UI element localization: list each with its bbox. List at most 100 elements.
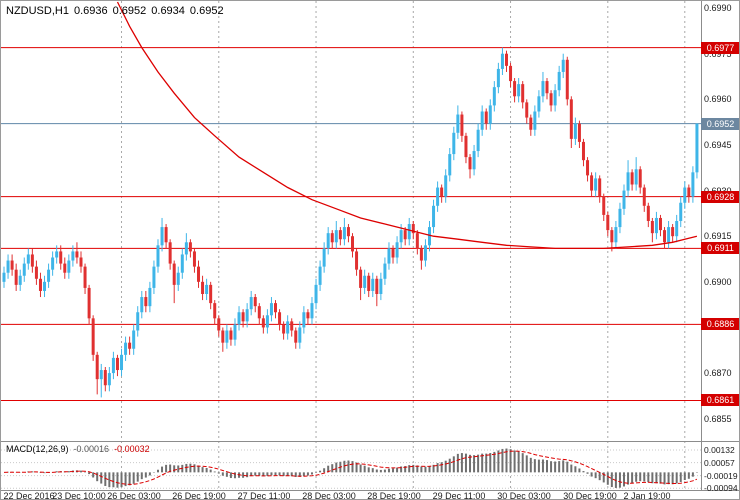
candle-up <box>237 312 241 325</box>
candle-up <box>423 245 427 261</box>
candle-up <box>695 123 699 173</box>
candle-up <box>140 297 144 313</box>
macd-tick-label: -0.00094 <box>704 483 738 494</box>
candle-down <box>14 269 18 285</box>
candle-up <box>363 275 367 288</box>
candle-up <box>634 169 638 185</box>
candle-up <box>205 284 209 294</box>
macd-main-value: -0.00016 <box>73 444 110 454</box>
candle-up <box>314 284 318 304</box>
candle-up <box>432 205 436 228</box>
candle-down <box>172 263 176 285</box>
candle-up <box>176 272 180 285</box>
candle-up <box>383 263 387 279</box>
candle-up <box>322 248 326 267</box>
candle-up <box>302 312 306 328</box>
candle-down <box>221 330 225 343</box>
candle-down <box>663 230 667 243</box>
time-axis-label: 30 Dec 03:00 <box>497 491 551 500</box>
candle-down <box>391 248 395 258</box>
candle-up <box>245 309 249 322</box>
candle-down <box>278 312 282 325</box>
macd-signal-line <box>3 450 698 485</box>
candle-up <box>249 297 253 310</box>
macd-signal-value: -0.00032 <box>114 444 150 454</box>
candle-down <box>598 178 602 197</box>
candle-down <box>282 324 286 334</box>
ohlc-open: 0.6936 <box>73 5 108 17</box>
macd-indicator-readout: MACD(12,26,9) -0.00016 -0.00032 <box>6 444 155 454</box>
candle-down <box>213 303 217 319</box>
candle-up <box>132 330 136 349</box>
price-level-badge: 0.6861 <box>701 394 739 407</box>
candle-up <box>120 354 124 371</box>
time-axis-label: 22 Dec 2016 <box>3 491 55 500</box>
candle-down <box>565 59 569 100</box>
moving-average-line <box>116 1 698 250</box>
candle-down <box>253 297 257 307</box>
symbol-period-label: NZDUSD,H1 <box>6 5 69 17</box>
candle-down <box>95 354 99 380</box>
candle-up <box>517 84 521 97</box>
price-tick-label: 0.6900 <box>704 276 732 287</box>
candle-up <box>557 71 561 91</box>
candle-down <box>103 370 107 386</box>
candle-down <box>403 230 407 240</box>
candle-down <box>38 278 42 291</box>
macd-tick-label: -0.00019 <box>704 470 738 481</box>
candle-up <box>399 230 403 243</box>
ohlc-low: 0.6934 <box>151 5 185 17</box>
price-tick-label: 0.6990 <box>704 3 732 14</box>
candle-up <box>427 227 431 246</box>
candle-up <box>160 227 164 246</box>
candle-down <box>610 230 614 243</box>
candle-down <box>606 214 610 231</box>
candle-up <box>107 373 111 386</box>
candle-down <box>509 65 513 82</box>
candle-up <box>47 269 51 282</box>
candle-up <box>488 105 492 124</box>
candle-down <box>440 187 444 197</box>
price-level-badge: 0.6977 <box>701 41 739 54</box>
candle-down <box>419 248 423 261</box>
candle-up <box>436 187 440 206</box>
candle-up <box>6 260 10 273</box>
candle-down <box>128 342 132 349</box>
candle-up <box>286 321 290 334</box>
candle-down <box>569 99 573 139</box>
candle-down <box>513 81 517 97</box>
candle-down <box>577 123 581 142</box>
candle-down <box>375 278 379 294</box>
time-axis-label: 29 Dec 11:00 <box>432 491 486 500</box>
candle-down <box>229 330 233 340</box>
candle-up <box>667 227 671 243</box>
candle-up <box>180 254 184 273</box>
candle-up <box>618 208 622 228</box>
price-tick-label: 0.6960 <box>704 94 732 105</box>
candle-up <box>298 327 302 343</box>
candle-up <box>654 217 658 234</box>
time-axis-label: 26 Dec 19:00 <box>172 491 226 500</box>
price-tick-label: 0.6855 <box>704 413 732 424</box>
time-axis-label: 28 Dec 19:00 <box>367 491 421 500</box>
candle-down <box>10 260 14 270</box>
candle-down <box>192 251 196 267</box>
candle-down <box>261 318 265 328</box>
candle-up <box>148 287 152 307</box>
candle-up <box>67 260 71 273</box>
symbol-ohlc-readout: NZDUSD,H1 0.6936 0.6952 0.6934 0.6952 <box>6 5 229 17</box>
candle-down <box>642 187 646 206</box>
candle-down <box>630 172 634 185</box>
candle-down <box>586 160 590 176</box>
time-axis-label: 27 Dec 11:00 <box>237 491 291 500</box>
time-axis-label: 30 Dec 19:00 <box>563 491 617 500</box>
candle-down <box>650 221 654 234</box>
candle-up <box>683 187 687 203</box>
candle-down <box>638 169 642 188</box>
candle-down <box>411 224 415 234</box>
candle-down <box>602 196 606 215</box>
candle-up <box>43 281 47 291</box>
candle-up <box>22 263 26 276</box>
